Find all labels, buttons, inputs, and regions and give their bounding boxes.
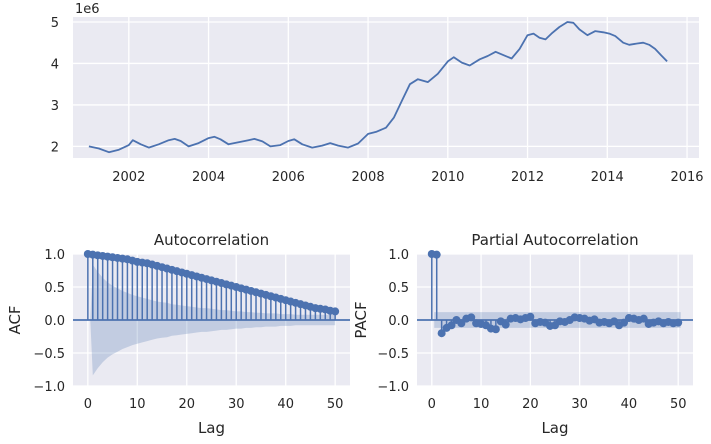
pacf-x-axis-label: Lag xyxy=(541,419,568,437)
timeseries-x-tick-label: 2012 xyxy=(511,170,544,185)
acf-y-tick-label: 0.0 xyxy=(44,314,65,329)
acf-y-ticks: 1.0 0.5 0.0 −0.5 −1.0 xyxy=(33,248,65,395)
pacf-x-tick-label: 10 xyxy=(473,397,490,412)
pacf-x-ticks: 0 10 20 30 40 50 xyxy=(428,397,687,412)
timeseries-plot-area xyxy=(73,17,699,158)
acf-marker xyxy=(331,307,340,316)
acf-x-axis-label: Lag xyxy=(198,419,225,437)
pacf-marker xyxy=(674,318,683,327)
acf-x-tick-label: 40 xyxy=(277,397,294,412)
acf-stems xyxy=(73,250,350,321)
pacf-marker xyxy=(467,313,476,322)
timeseries-y-tick-label: 3 xyxy=(51,99,59,114)
pacf-stems xyxy=(417,250,693,338)
pacf-title: Partial Autocorrelation xyxy=(471,231,638,249)
acf-title: Autocorrelation xyxy=(154,231,269,249)
pacf-y-ticks: 1.0 0.5 0.0 −0.5 −1.0 xyxy=(377,248,409,395)
pacf-y-tick-label: 1.0 xyxy=(388,248,409,263)
acf-y-axis-label: ACF xyxy=(6,305,24,334)
acf-y-tick-label: 0.5 xyxy=(44,281,65,296)
pacf-x-tick-label: 50 xyxy=(670,397,687,412)
pacf-marker xyxy=(432,250,441,259)
pacf-y-tick-label: −0.5 xyxy=(377,347,409,362)
acf-y-tick-label: −0.5 xyxy=(33,347,65,362)
timeseries-y-tick-label: 4 xyxy=(51,57,59,72)
timeseries-offset-label: 1e6 xyxy=(75,2,100,17)
acf-x-tick-label: 30 xyxy=(228,397,245,412)
pacf-x-tick-label: 40 xyxy=(621,397,638,412)
acf-x-ticks: 0 10 20 30 40 50 xyxy=(84,397,344,412)
acf-x-tick-label: 20 xyxy=(178,397,195,412)
pacf-panel: 0 10 20 30 40 50 1.0 0.5 0.0 −0.5 −1.0 Partial Au… xyxy=(352,231,693,437)
timeseries-x-tick-label: 2004 xyxy=(192,170,225,185)
pacf-marker xyxy=(447,321,456,330)
timeseries-x-tick-label: 2002 xyxy=(112,170,145,185)
acf-x-tick-label: 10 xyxy=(129,397,146,412)
pacf-marker xyxy=(639,314,648,323)
pacf-x-tick-label: 20 xyxy=(522,397,539,412)
timeseries-grid xyxy=(73,17,699,158)
timeseries-y-tick-label: 2 xyxy=(51,140,59,155)
pacf-marker xyxy=(501,320,510,329)
timeseries-x-tick-label: 2016 xyxy=(670,170,703,185)
pacf-marker xyxy=(491,325,500,334)
acf-x-tick-label: 50 xyxy=(327,397,344,412)
timeseries-y-tick-label: 5 xyxy=(51,16,59,31)
acf-y-tick-label: −1.0 xyxy=(33,380,65,395)
pacf-x-tick-label: 30 xyxy=(571,397,588,412)
pacf-marker xyxy=(437,329,446,338)
timeseries-panel: 2002 2004 2006 2008 2010 2012 2014 2016 2 3 4 5 1e… xyxy=(51,2,704,185)
pacf-y-tick-label: −1.0 xyxy=(377,380,409,395)
timeseries-x-tick-label: 2008 xyxy=(352,170,385,185)
timeseries-x-tick-label: 2010 xyxy=(431,170,464,185)
acf-x-tick-label: 0 xyxy=(84,397,92,412)
acf-y-tick-label: 1.0 xyxy=(44,248,65,263)
acf-panel: 0 10 20 30 40 50 1.0 0.5 0.0 −0.5 −1.0 Autocorrel… xyxy=(6,231,350,437)
timeseries-x-ticks: 2002 2004 2006 2008 2010 2012 2014 2016 xyxy=(112,170,703,185)
timeseries-x-tick-label: 2014 xyxy=(591,170,624,185)
pacf-x-tick-label: 0 xyxy=(428,397,436,412)
timeseries-y-ticks: 2 3 4 5 xyxy=(51,16,59,155)
timeseries-line xyxy=(88,21,668,154)
pacf-y-axis-label: PACF xyxy=(352,301,370,338)
pacf-marker xyxy=(526,312,535,321)
pacf-y-tick-label: 0.0 xyxy=(388,314,409,329)
pacf-y-tick-label: 0.5 xyxy=(388,281,409,296)
timeseries-x-tick-label: 2006 xyxy=(272,170,305,185)
